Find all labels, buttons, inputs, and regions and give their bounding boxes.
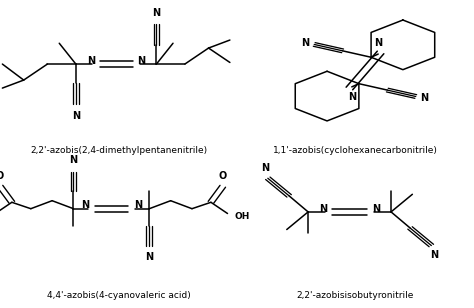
Text: N: N xyxy=(81,201,89,210)
Text: N: N xyxy=(374,38,382,48)
Text: N: N xyxy=(261,164,270,173)
Text: O: O xyxy=(219,172,227,181)
Text: N: N xyxy=(372,204,380,214)
Text: O: O xyxy=(0,172,4,181)
Text: N: N xyxy=(420,93,428,103)
Text: 2,2'-azobisisobutyronitrile: 2,2'-azobisisobutyronitrile xyxy=(297,291,414,300)
Text: N: N xyxy=(429,250,438,260)
Text: N: N xyxy=(145,252,154,262)
Text: N: N xyxy=(152,8,161,18)
Text: N: N xyxy=(301,38,310,48)
Text: 1,1'-azobis(cyclohexanecarbonitrile): 1,1'-azobis(cyclohexanecarbonitrile) xyxy=(273,146,438,155)
Text: N: N xyxy=(69,156,78,165)
Text: N: N xyxy=(134,201,142,210)
Text: N: N xyxy=(72,111,80,120)
Text: N: N xyxy=(87,56,95,66)
Text: N: N xyxy=(319,204,327,214)
Text: N: N xyxy=(137,56,146,66)
Text: 2,2'-azobis(2,4-dimethylpentanenitrile): 2,2'-azobis(2,4-dimethylpentanenitrile) xyxy=(30,146,207,155)
Text: 4,4'-azobis(4-cyanovaleric acid): 4,4'-azobis(4-cyanovaleric acid) xyxy=(46,291,191,300)
Text: OH: OH xyxy=(235,212,250,221)
Text: N: N xyxy=(348,92,356,103)
